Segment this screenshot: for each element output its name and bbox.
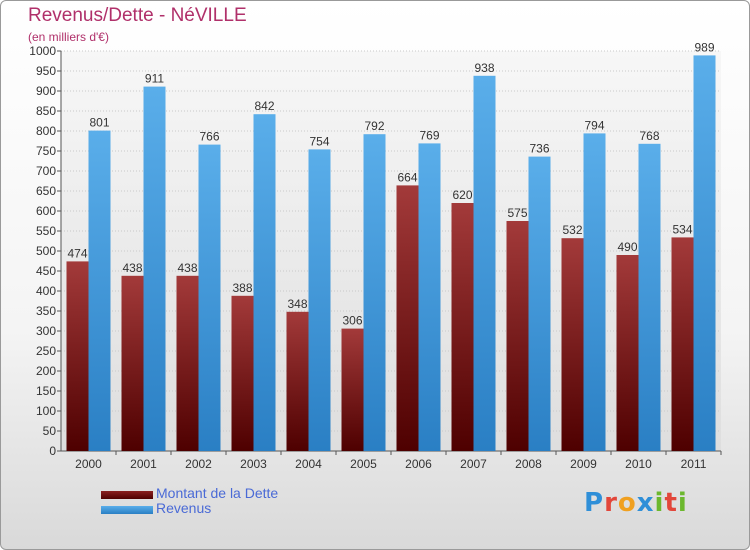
- bar-debt: [176, 275, 199, 451]
- y-tick-label: 800: [36, 124, 56, 138]
- y-tick-label: 50: [43, 424, 57, 438]
- x-tick-label: 2003: [240, 457, 267, 471]
- logo-letter: o: [617, 488, 637, 518]
- bar-debt: [671, 237, 694, 451]
- data-label-debt: 438: [177, 261, 197, 275]
- x-tick-label: 2011: [681, 457, 707, 471]
- x-tick-label: 2006: [405, 457, 432, 471]
- data-label-debt: 532: [562, 223, 582, 237]
- y-tick-label: 1000: [29, 44, 56, 58]
- y-tick-label: 250: [36, 344, 56, 358]
- x-tick-label: 2008: [515, 457, 542, 471]
- data-label-debt: 575: [507, 206, 527, 220]
- data-label-debt: 348: [287, 297, 307, 311]
- legend-swatch-debt: [101, 491, 153, 499]
- y-tick-label: 950: [36, 64, 56, 78]
- data-label-revenue: 736: [529, 142, 549, 156]
- x-tick-label: 2005: [350, 457, 377, 471]
- data-label-debt: 664: [397, 170, 417, 184]
- y-tick-label: 400: [36, 284, 56, 298]
- y-tick-label: 750: [36, 144, 56, 158]
- data-label-revenue: 768: [639, 129, 659, 143]
- bar-revenue: [88, 130, 111, 451]
- bar-revenue: [528, 156, 551, 451]
- bar-revenue: [638, 143, 661, 452]
- y-tick-label: 0: [49, 444, 56, 458]
- y-tick-label: 650: [36, 184, 56, 198]
- x-tick-label: 2004: [295, 457, 322, 471]
- bar-revenue: [418, 143, 441, 451]
- data-label-revenue: 754: [309, 134, 329, 148]
- x-tick-label: 2007: [460, 457, 487, 471]
- y-tick-label: 350: [36, 304, 56, 318]
- data-label-debt: 490: [617, 240, 637, 254]
- x-tick-label: 2010: [625, 457, 652, 471]
- y-tick-label: 850: [36, 104, 56, 118]
- logo-letter: x: [636, 488, 655, 518]
- data-label-revenue: 911: [145, 72, 164, 86]
- bar-revenue: [363, 134, 386, 451]
- x-tick-label: 2001: [130, 457, 157, 471]
- bar-debt: [451, 203, 474, 451]
- legend-label-revenue: Revenus: [156, 500, 212, 516]
- x-tick-label: 2002: [185, 457, 212, 471]
- data-label-debt: 534: [672, 222, 692, 236]
- logo-letter: i: [654, 488, 665, 518]
- data-label-revenue: 938: [474, 61, 494, 75]
- data-label-revenue: 792: [364, 119, 384, 133]
- y-tick-label: 450: [36, 264, 56, 278]
- data-label-debt: 388: [232, 281, 252, 295]
- y-tick-label: 150: [36, 384, 56, 398]
- data-label-revenue: 801: [89, 116, 109, 130]
- bar-debt: [506, 221, 529, 451]
- bar-debt: [121, 275, 144, 451]
- logo-letter: t: [664, 488, 678, 518]
- y-tick-label: 900: [36, 84, 56, 98]
- logo-letter: P: [584, 488, 605, 518]
- data-label-debt: 306: [342, 314, 362, 328]
- bar-revenue: [253, 114, 276, 451]
- data-label-revenue: 842: [254, 99, 274, 113]
- data-label-debt: 438: [122, 261, 142, 275]
- data-label-debt: 474: [67, 246, 87, 260]
- data-label-revenue: 766: [199, 130, 219, 144]
- bar-debt: [561, 238, 584, 451]
- bar-revenue: [583, 133, 606, 451]
- data-label-revenue: 989: [694, 40, 714, 54]
- data-label-revenue: 794: [584, 118, 604, 132]
- logo-letter: i: [677, 488, 688, 518]
- bar-revenue: [693, 55, 716, 452]
- logo-letter: r: [604, 488, 618, 518]
- chart-title: Revenus/Dette - NéVILLE: [28, 5, 247, 26]
- y-tick-label: 700: [36, 164, 56, 178]
- y-tick-label: 500: [36, 244, 56, 258]
- chart-subtitle: (en milliers d'€): [28, 30, 109, 44]
- bar-debt: [396, 185, 419, 451]
- bar-debt: [66, 261, 89, 451]
- data-label-debt: 620: [452, 188, 472, 202]
- proxiti-logo: Proxiti: [584, 488, 688, 518]
- bar-revenue: [143, 86, 166, 451]
- y-tick-label: 600: [36, 204, 56, 218]
- x-tick-label: 2009: [570, 457, 597, 471]
- y-tick-label: 200: [36, 364, 56, 378]
- y-tick-label: 100: [36, 404, 56, 418]
- y-tick-label: 300: [36, 324, 56, 338]
- legend-swatch-revenue: [101, 506, 153, 514]
- x-tick-label: 2000: [75, 457, 102, 471]
- data-label-revenue: 769: [419, 128, 439, 142]
- bar-debt: [231, 295, 254, 451]
- bar-debt: [341, 328, 364, 451]
- bar-revenue: [473, 75, 496, 452]
- bar-debt: [616, 255, 639, 451]
- bar-revenue: [198, 144, 221, 451]
- bar-debt: [286, 311, 309, 451]
- y-tick-label: 550: [36, 224, 56, 238]
- bar-revenue: [308, 149, 331, 451]
- legend-label-debt: Montant de la Dette: [156, 485, 279, 501]
